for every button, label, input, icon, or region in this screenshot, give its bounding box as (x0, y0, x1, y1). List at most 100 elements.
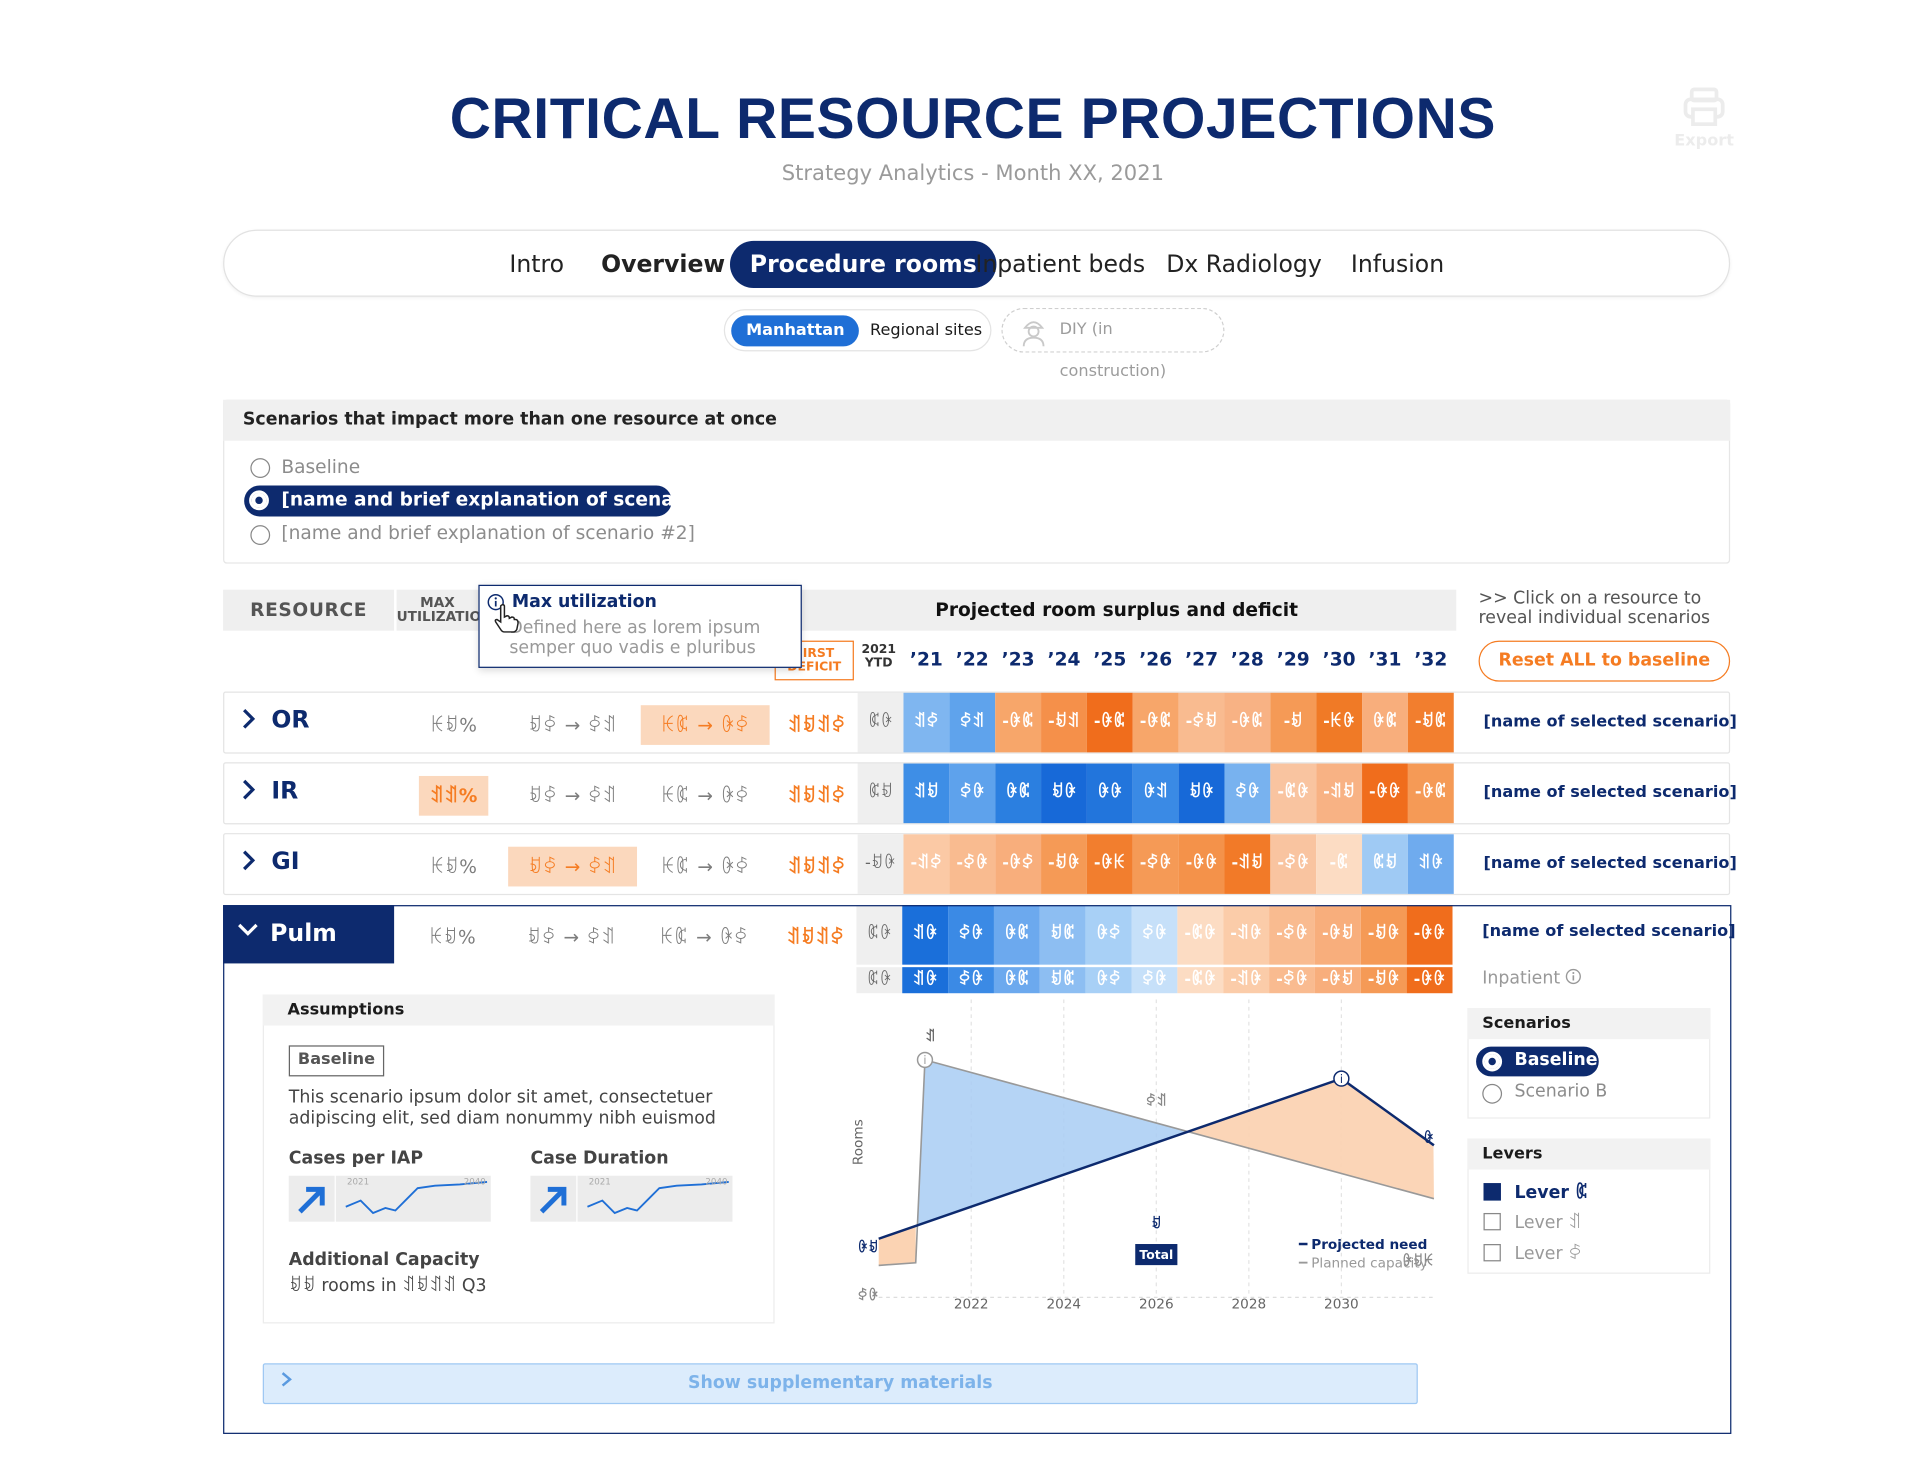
scenario-radio-1[interactable] (249, 490, 269, 511)
selected-scenario-name[interactable]: [name of selected scenario] (1483, 783, 1737, 803)
info-glyph: i (923, 1054, 926, 1067)
scenario-label-1[interactable]: [name and brief explanation of scenario … (281, 487, 725, 511)
scenario-label-baseline[interactable]: Baseline (281, 455, 361, 478)
resource-name: GI (271, 847, 300, 876)
to-value: ꀖꀆ (719, 926, 749, 949)
capacity-change: ꀂꀆ → ꀆꀊ (507, 917, 636, 957)
heat-cell: -ꀘꀖ (1316, 692, 1363, 753)
year-header: ’30 (1322, 648, 1356, 671)
tab-inpatient-beds[interactable]: Inpatient beds (975, 250, 1146, 279)
heat-cell: ꀖꀇ (993, 967, 1040, 994)
tab-intro[interactable]: Intro (509, 250, 565, 279)
resource-row-gi[interactable]: GI ꀘꀂ% ꀂꀆ → ꀆꀊ ꀘꀇ → ꀖꀆ ꀊꀂꀊꀆ -ꀂꀖ -ꀊꀆ -ꀆꀖ -ꀖꀆ -ꀂꀖ -ꀖꀘ -ꀆꀖ… (223, 833, 1737, 896)
info-icon (1333, 1070, 1350, 1087)
heat-cell: -ꀖꀇ (995, 692, 1042, 753)
tab-dx-radiology[interactable]: Dx Radiology (1166, 250, 1322, 279)
to-value: ꀆꀊ (587, 784, 617, 807)
lever-1-label[interactable]: Lever ꀇ (1514, 1183, 1589, 1204)
heat-cell: -ꀊꀖ (1223, 967, 1270, 994)
pulm-label-scenario-b[interactable]: Scenario B (1514, 1081, 1608, 1102)
resource-row-pulm[interactable]: Pulm (223, 905, 395, 964)
subtab-regional-sites[interactable]: Regional sites (870, 321, 983, 341)
chart-annotation: ꀊ (925, 1028, 936, 1045)
subtab-manhattan[interactable]: Manhattan (731, 315, 860, 347)
year-header: ’27 (1185, 648, 1219, 671)
year-header: ’28 (1230, 648, 1264, 671)
arrow-icon: → (697, 713, 713, 737)
to-value: ꀆꀊ (586, 926, 616, 949)
selected-scenario-name[interactable]: [name of selected scenario] (1483, 854, 1737, 873)
heat-cell: ꀆꀊ (949, 692, 996, 753)
tab-overview[interactable]: Overview (601, 250, 726, 279)
total-badge (1135, 1244, 1178, 1266)
chevron-right-icon[interactable] (242, 848, 257, 879)
reset-all-button[interactable]: Reset ALL to baseline (1478, 640, 1731, 682)
scenario-label-2[interactable]: [name and brief explanation of scenario … (281, 521, 695, 544)
heat-cell: -ꀖꀇ (1407, 763, 1454, 824)
tab-infusion[interactable]: Infusion (1350, 250, 1445, 279)
heat-cell: ꀖꀖ (1086, 763, 1133, 824)
arrow-icon: → (697, 855, 713, 878)
heat-cell: -ꀆꀖ (1269, 905, 1315, 965)
x-tick-label: 2022 (954, 1297, 989, 1313)
heat-cell: ꀖꀆ (1085, 967, 1132, 994)
resource-row-ir[interactable]: IR ꀊꀊ% ꀂꀆ → ꀆꀊ ꀘꀇ → ꀖꀆ ꀊꀂꀊꀆ ꀇꀂ ꀊꀂ ꀆꀖ ꀖꀇ ꀂꀖ ꀖꀖ ꀖꀊ ꀂꀖ ꀆꀖ -ꀇꀖ… (223, 762, 1737, 825)
projection-chart: 2022 2024 2026 2028 2030RoomsiiꀊꀖꀂꀂꀖꀖꀂꀘꀆꀖꀆꀊT… (853, 999, 1435, 1313)
ytd-value: ꀇꀖ (857, 692, 904, 753)
heat-cell: ꀊꀆ (903, 692, 950, 753)
lever-2-label[interactable]: Lever ꀊ (1514, 1212, 1582, 1233)
heat-cell: -ꀊꀂ (1316, 763, 1363, 824)
resource-name: IR (271, 777, 299, 805)
heat-cell: -ꀖꀇ (1086, 692, 1133, 753)
scenario-radio-baseline[interactable] (250, 458, 271, 478)
heat-cell: -ꀖꀖ (1178, 834, 1225, 894)
resource-name: Pulm (270, 919, 337, 948)
pulm-radio-baseline[interactable] (1482, 1051, 1503, 1072)
from-value: ꀂꀆ (528, 784, 558, 807)
selected-scenario-name[interactable]: [name of selected scenario] (1482, 922, 1736, 942)
diy-button[interactable]: DIY (in construction) (1001, 307, 1225, 381)
click-hint-line-1: >> Click on a resource to (1478, 588, 1702, 609)
resource-row-or[interactable]: OR ꀘꀂ% ꀂꀆ → ꀆꀊ ꀘꀇ → ꀖꀆ ꀊꀂꀊꀆ ꀇꀖ ꀊꀆ ꀆꀊ -ꀖꀇ -ꀂꀊ -ꀖꀇ -ꀖꀇ -ꀆꀂ… (223, 691, 1737, 754)
info-glyph: i (1340, 1073, 1343, 1086)
diy-label: DIY (in construction) (1059, 320, 1167, 382)
scenario-selected-pill[interactable] (244, 485, 672, 517)
export-button[interactable]: Export (1661, 87, 1748, 150)
chevron-right-icon[interactable] (242, 777, 257, 808)
heat-cell: -ꀇꀖ (1177, 905, 1224, 965)
heat-cell: ꀖꀇ (993, 905, 1040, 965)
arrow-icon: → (563, 926, 580, 949)
chevron-right-icon[interactable] (280, 1371, 292, 1393)
lever-1-checkbox[interactable] (1483, 1183, 1501, 1201)
site-subtabs: Manhattan Regional sites (723, 309, 992, 352)
heat-cell: ꀊꀖ (1407, 834, 1454, 894)
spark-start-label: 2021 (588, 1176, 611, 1187)
heat-cell: -ꀂꀊ (1041, 692, 1087, 753)
need-change: ꀘꀇ → ꀖꀆ (641, 847, 770, 887)
scenario-heading-text: Scenarios that impact more than one reso… (242, 409, 777, 430)
lever-3-label[interactable]: Lever ꀆ (1514, 1244, 1582, 1264)
chart-annotation: ꀂ (1151, 1215, 1162, 1232)
pulm-radio-scenario-b[interactable] (1482, 1083, 1503, 1104)
ytd-value: ꀇꀖ (856, 905, 903, 965)
show-supplementary-button[interactable]: Show supplementary materials (262, 1363, 1418, 1405)
heat-cell: -ꀊꀖ (1223, 905, 1270, 965)
year-header: ’22 (955, 648, 989, 671)
resource-name: OR (271, 706, 310, 734)
hand-cursor-icon (494, 603, 519, 633)
max-utilization-value: ꀘꀂ% (430, 855, 477, 878)
pulm-label-baseline[interactable]: Baseline (1514, 1050, 1598, 1071)
max-utilization-value: ꀊꀊ% (418, 775, 489, 816)
need-change: ꀘꀇ → ꀖꀆ (640, 917, 769, 957)
selected-scenario-name[interactable]: [name of selected scenario] (1483, 712, 1737, 732)
max-utilization-header[interactable]: MAX UTILIZATION (396, 589, 493, 631)
chevron-down-icon[interactable] (237, 919, 259, 945)
scenario-radio-2[interactable] (250, 525, 271, 546)
ytd-value: ꀇꀂ (857, 763, 904, 824)
lever-2-checkbox[interactable] (1483, 1212, 1501, 1231)
chevron-right-icon[interactable] (242, 706, 257, 737)
lever-3-checkbox[interactable] (1483, 1244, 1501, 1262)
construction-worker-icon (1022, 321, 1045, 347)
tab-procedure-rooms[interactable]: Procedure rooms (729, 240, 997, 289)
first-deficit-value: ꀊꀂꀊꀆ (787, 784, 846, 807)
